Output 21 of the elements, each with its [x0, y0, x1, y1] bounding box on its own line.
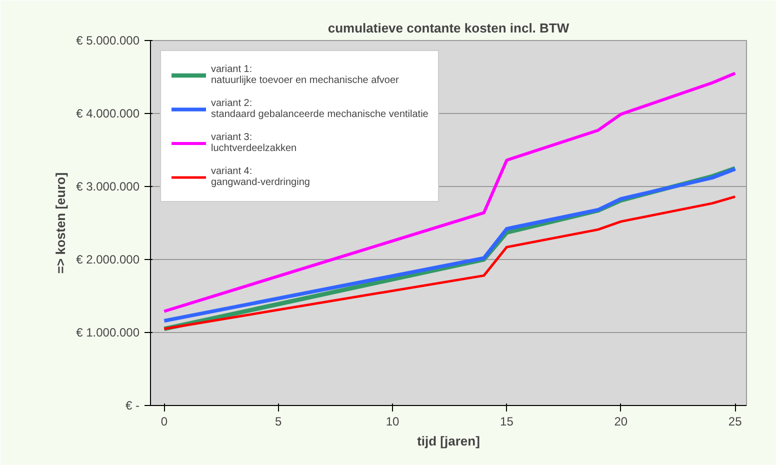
y-tick-label: € 3.000.000 — [76, 180, 140, 194]
x-axis-title: tijd [jaren] — [417, 434, 480, 448]
y-tick-label: € - — [125, 398, 140, 412]
legend-label: variant 3: luchtverdeelzakken — [211, 131, 297, 156]
legend-label: variant 2: standaard gebalanceerde mechanische ventilatie — [211, 97, 428, 122]
x-tick-label: 15 — [500, 414, 514, 428]
chart-title: cumulatieve contante kosten incl. BTW — [328, 20, 570, 36]
x-tick-label: 0 — [160, 414, 168, 428]
legend-label: variant 4: gangwand-verdringing — [211, 165, 310, 190]
x-tick-label: 10 — [386, 414, 400, 428]
x-tick-label: 20 — [614, 414, 628, 428]
y-tick-label: € 4.000.000 — [76, 106, 140, 120]
legend-label: variant 1: natuurlijke toevoer en mechanische afvoer — [211, 63, 399, 88]
x-tick-label: 25 — [728, 414, 742, 428]
line-series — [162, 195, 736, 330]
y-tick-label: € 2.000.000 — [76, 252, 140, 266]
y-axis-title: => kosten [euro] — [53, 172, 68, 274]
y-tick-label: € 5.000.000 — [76, 34, 140, 48]
y-tick-label: € 1.000.000 — [76, 326, 140, 340]
x-tick-label: 5 — [275, 414, 282, 428]
line-series — [162, 72, 737, 313]
